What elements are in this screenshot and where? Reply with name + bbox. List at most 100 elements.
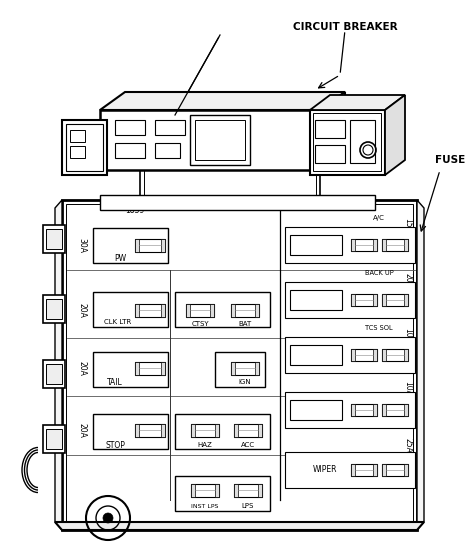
- Bar: [404, 404, 408, 416]
- Text: BAT: BAT: [238, 321, 252, 327]
- Text: CTSY: CTSY: [191, 321, 209, 327]
- Bar: [382, 404, 408, 416]
- Bar: [290, 235, 342, 255]
- Bar: [43, 225, 65, 253]
- Bar: [258, 423, 262, 437]
- Bar: [66, 204, 413, 526]
- Bar: [351, 294, 355, 306]
- Text: 1839: 1839: [126, 206, 145, 214]
- Bar: [231, 304, 259, 316]
- Text: HEATER: HEATER: [302, 242, 329, 248]
- Text: 20A: 20A: [78, 302, 86, 317]
- Bar: [190, 115, 250, 165]
- Text: HAZ: HAZ: [198, 442, 212, 448]
- Bar: [351, 404, 377, 416]
- Bar: [215, 483, 219, 496]
- Text: TAIL: TAIL: [107, 378, 123, 387]
- Polygon shape: [385, 95, 405, 175]
- Text: WIPER: WIPER: [313, 466, 337, 475]
- Bar: [186, 304, 190, 316]
- Text: CIRCUIT BREAKER: CIRCUIT BREAKER: [292, 22, 397, 32]
- Bar: [290, 345, 342, 365]
- Text: PW: PW: [114, 253, 126, 262]
- Bar: [234, 483, 262, 496]
- Bar: [195, 120, 245, 160]
- Bar: [155, 143, 180, 158]
- Text: 20A: 20A: [403, 272, 412, 287]
- Bar: [382, 464, 386, 476]
- Bar: [351, 239, 355, 251]
- Bar: [404, 349, 408, 361]
- Text: 20A: 20A: [78, 423, 86, 437]
- Bar: [382, 239, 408, 251]
- Bar: [310, 110, 385, 175]
- Bar: [135, 361, 139, 374]
- Bar: [135, 304, 139, 316]
- Bar: [382, 294, 386, 306]
- Text: BACK UP: BACK UP: [365, 270, 393, 276]
- Bar: [215, 352, 265, 387]
- Text: TCS SOL: TCS SOL: [365, 325, 393, 331]
- Text: 10A: 10A: [403, 328, 412, 343]
- Text: A/C: A/C: [373, 215, 385, 221]
- Bar: [382, 349, 386, 361]
- Bar: [373, 404, 377, 416]
- Bar: [46, 299, 62, 319]
- Bar: [135, 423, 165, 437]
- Bar: [46, 229, 62, 249]
- Bar: [70, 130, 85, 142]
- Bar: [351, 464, 355, 476]
- Bar: [404, 294, 408, 306]
- Bar: [46, 429, 62, 449]
- Bar: [351, 404, 355, 416]
- Bar: [161, 423, 165, 437]
- Bar: [135, 238, 139, 252]
- Text: IGN: IGN: [239, 379, 251, 385]
- Bar: [255, 304, 259, 316]
- Bar: [215, 423, 219, 437]
- Bar: [382, 294, 408, 306]
- Text: CLK LTR: CLK LTR: [104, 319, 132, 325]
- Bar: [161, 238, 165, 252]
- Bar: [285, 392, 415, 428]
- Bar: [373, 239, 377, 251]
- Text: STOP: STOP: [105, 441, 125, 449]
- Polygon shape: [310, 95, 405, 110]
- Text: 15A: 15A: [403, 218, 412, 232]
- Bar: [175, 476, 270, 511]
- Bar: [231, 361, 259, 374]
- Text: FUSE: FUSE: [435, 155, 465, 165]
- Bar: [62, 120, 107, 175]
- Polygon shape: [55, 200, 62, 530]
- Bar: [382, 464, 408, 476]
- Bar: [373, 464, 377, 476]
- Bar: [234, 483, 238, 496]
- Bar: [315, 145, 345, 163]
- Bar: [315, 120, 345, 138]
- Bar: [351, 349, 377, 361]
- Bar: [43, 425, 65, 453]
- Text: 20A: 20A: [78, 360, 86, 375]
- Bar: [231, 361, 235, 374]
- Bar: [285, 227, 415, 263]
- Bar: [404, 239, 408, 251]
- Bar: [186, 304, 214, 316]
- Bar: [115, 143, 145, 158]
- Bar: [191, 483, 195, 496]
- Circle shape: [103, 513, 113, 523]
- Bar: [234, 423, 238, 437]
- Bar: [351, 294, 377, 306]
- Bar: [46, 364, 62, 384]
- Bar: [210, 304, 214, 316]
- Bar: [144, 169, 316, 201]
- Bar: [351, 239, 377, 251]
- Bar: [351, 349, 355, 361]
- Bar: [191, 423, 219, 437]
- Bar: [285, 452, 415, 488]
- Bar: [100, 110, 320, 170]
- Bar: [382, 239, 386, 251]
- Bar: [161, 304, 165, 316]
- Bar: [231, 304, 235, 316]
- Bar: [382, 404, 386, 416]
- Text: DIR SIG: DIR SIG: [303, 297, 329, 303]
